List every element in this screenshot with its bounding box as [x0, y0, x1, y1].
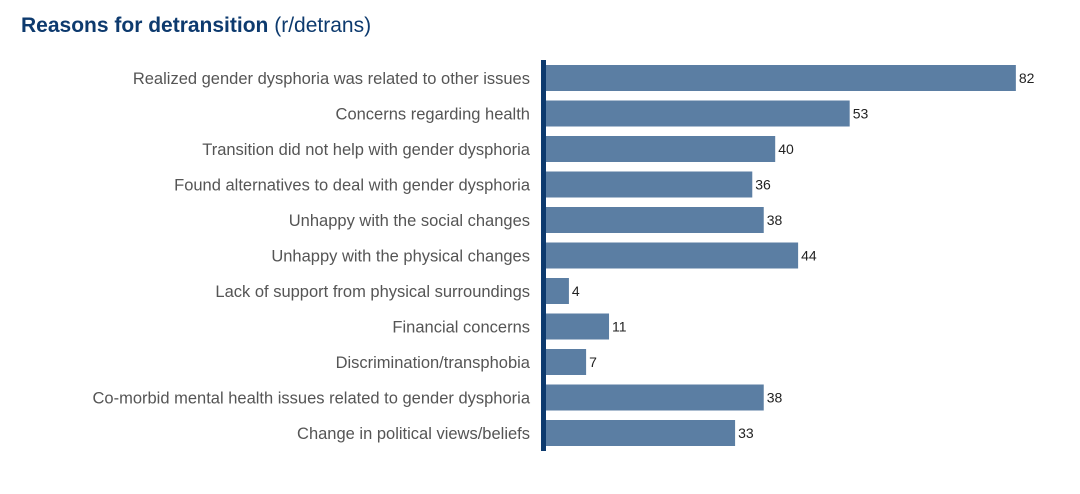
- bar: [546, 242, 799, 269]
- chart-title: Reasons for detransition (r/detrans): [21, 14, 371, 38]
- category-label: Change in political views/beliefs: [297, 425, 530, 443]
- category-label: Transition did not help with gender dysp…: [202, 141, 531, 159]
- bar: [546, 313, 610, 340]
- category-label: Discrimination/transphobia: [336, 354, 531, 372]
- data-label: 33: [738, 425, 754, 441]
- category-label: Financial concerns: [392, 319, 530, 337]
- category-label: Found alternatives to deal with gender d…: [174, 177, 531, 195]
- bar: [546, 65, 1016, 91]
- bar: [546, 349, 587, 375]
- chart-subtitle: (r/detrans): [274, 14, 372, 37]
- bar: [546, 207, 764, 233]
- category-label: Unhappy with the social changes: [289, 212, 530, 230]
- category-label: Concerns regarding health: [336, 106, 530, 124]
- bar: [546, 384, 764, 411]
- chart-title-main: Reasons for detransition: [21, 14, 269, 37]
- data-label: 40: [778, 141, 794, 157]
- data-label: 7: [589, 354, 597, 370]
- bar: [546, 136, 776, 162]
- category-label: Co-morbid mental health issues related t…: [93, 390, 531, 408]
- data-label: 11: [612, 319, 627, 335]
- data-label: 38: [767, 212, 783, 228]
- data-label: 4: [572, 283, 580, 299]
- data-label: 44: [801, 248, 817, 264]
- category-label: Unhappy with the physical changes: [271, 248, 530, 266]
- data-label: 53: [853, 106, 869, 122]
- bar: [546, 100, 850, 127]
- data-label: 38: [767, 390, 783, 406]
- data-label: 82: [1019, 70, 1035, 86]
- bar: [546, 171, 753, 198]
- bar: [546, 278, 569, 304]
- y-axis-line: [541, 60, 546, 451]
- category-label: Lack of support from physical surroundin…: [215, 283, 530, 301]
- data-label: 36: [755, 177, 771, 193]
- bar: [546, 420, 736, 446]
- category-label: Realized gender dysphoria was related to…: [133, 70, 530, 88]
